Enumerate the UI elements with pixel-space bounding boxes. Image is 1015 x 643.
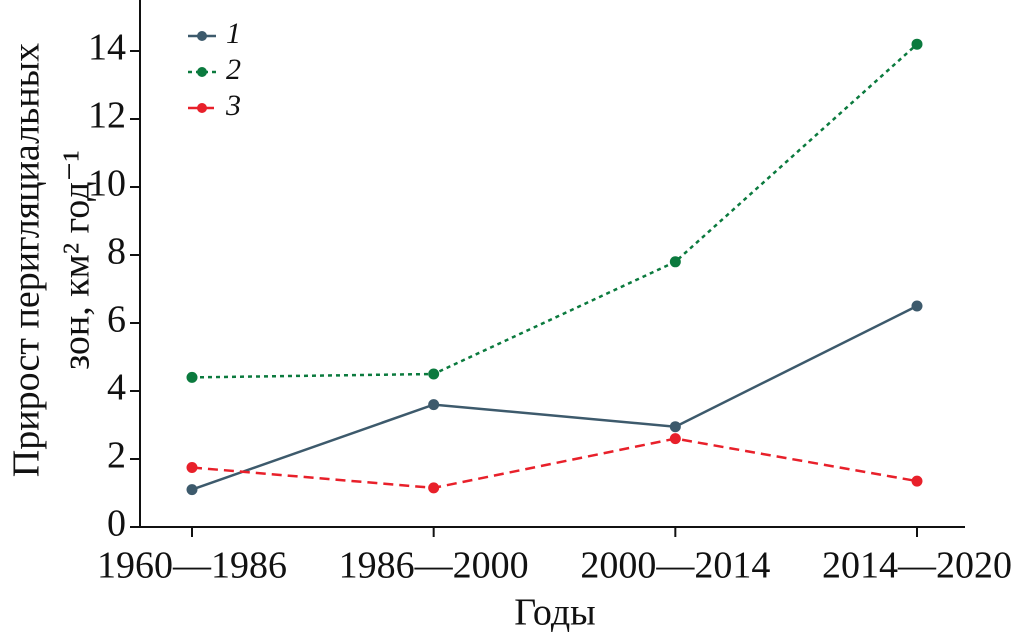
y-tick-label: 10 <box>88 163 126 205</box>
legend-marker <box>197 103 207 113</box>
data-point <box>428 399 440 411</box>
x-axis-label: Годы <box>514 592 595 634</box>
data-point <box>911 300 923 312</box>
x-tick-label: 2000—2014 <box>580 545 770 587</box>
data-point <box>428 368 440 380</box>
y-tick-label: 6 <box>107 299 126 341</box>
y-tick-label: 2 <box>107 435 126 477</box>
series-line <box>191 43 918 379</box>
legend-label: 2 <box>226 53 241 86</box>
data-point <box>186 462 198 473</box>
data-point <box>186 484 198 496</box>
data-point <box>669 433 681 445</box>
y-tick-label: 8 <box>107 231 126 273</box>
legend-marker <box>197 31 207 41</box>
y-tick-label: 14 <box>88 27 126 69</box>
series-line <box>191 437 918 490</box>
data-point <box>911 38 923 50</box>
x-tick-label: 1986—2000 <box>339 545 529 587</box>
y-tick-label: 4 <box>107 367 126 409</box>
series-line <box>191 304 918 491</box>
data-point <box>911 475 923 487</box>
x-tick-label: 2014—2020 <box>822 545 1012 587</box>
data-point <box>669 256 681 268</box>
y-axis-label: Прирост перигляциальных <box>6 43 48 477</box>
legend-label: 1 <box>226 17 241 50</box>
y-tick-label: 0 <box>107 503 126 545</box>
y-tick-label: 12 <box>88 95 126 137</box>
data-point <box>428 482 440 494</box>
y-axis-label: зон, км² год⁻¹ <box>56 150 98 370</box>
data-point <box>186 371 198 383</box>
x-tick-label: 1960—1986 <box>97 545 287 587</box>
data-point <box>669 421 681 433</box>
legend-marker <box>197 67 207 77</box>
legend-label: 3 <box>225 89 241 122</box>
